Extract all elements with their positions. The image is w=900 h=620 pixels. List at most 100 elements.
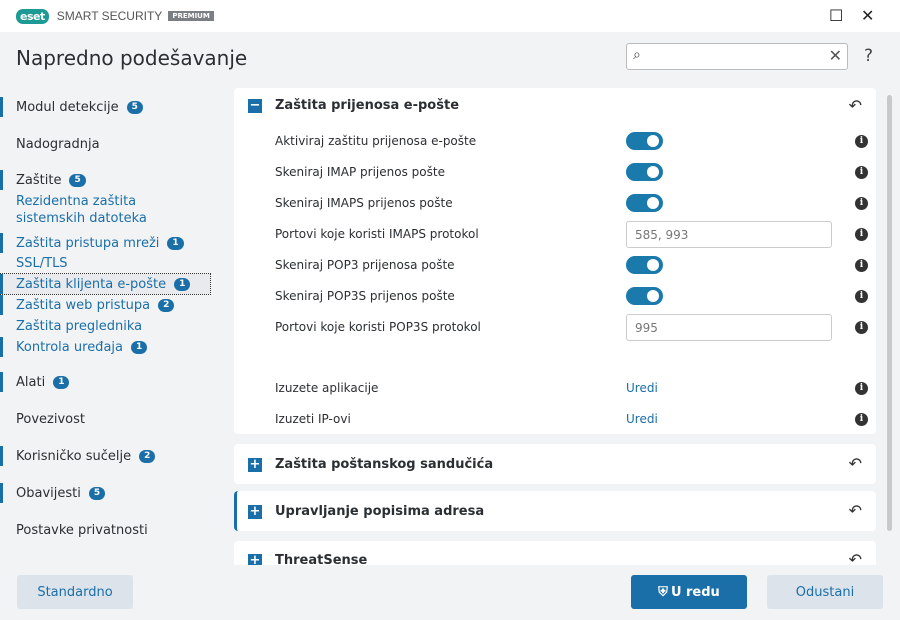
info-icon[interactable]: i [855, 412, 868, 426]
close-button[interactable]: ✕ [861, 6, 875, 25]
sidebar-item[interactable]: Zaštita preglednika [0, 316, 210, 336]
default-button[interactable]: Standardno [17, 575, 133, 609]
sidebar-item-label: Zaštita web pristupa [16, 297, 151, 313]
setting-row: Aktiviraj zaštitu prijenosa e-pošte i [275, 129, 868, 153]
sidebar-item-label: SSL/TLS [16, 255, 68, 271]
setting-row: Skeniraj POP3S prijenos pošte i [275, 284, 868, 308]
section-header[interactable]: + Upravljanje popisima adresa [248, 504, 484, 519]
section-title: Upravljanje popisima adresa [275, 504, 485, 519]
maximize-button[interactable]: ☐ [829, 6, 844, 25]
sidebar-item-label: Povezivost [16, 411, 85, 427]
toggle-switch[interactable] [626, 132, 663, 150]
sidebar-item[interactable]: Zaštita klijenta e-pošte 1 [0, 273, 211, 295]
setting-label: Aktiviraj zaštitu prijenosa e-pošte [275, 134, 477, 148]
section-title: Zaštita prijenosa e-pošte [275, 98, 460, 113]
setting-label: Portovi koje koristi POP3S protokol [275, 320, 481, 334]
setting-label: Skeniraj IMAP prijenos pošte [275, 165, 445, 179]
search-input[interactable]: ⌕ ✕ [626, 43, 848, 70]
sidebar-item[interactable]: Nadogradnja [0, 134, 210, 154]
info-icon[interactable]: i [855, 165, 868, 179]
clear-icon[interactable]: ✕ [828, 46, 842, 65]
toggle-switch[interactable] [626, 163, 663, 181]
footer: Standardno ⛨ U redu Odustani [0, 565, 900, 620]
setting-label: Skeniraj IMAPS prijenos pošte [275, 196, 453, 210]
toggle-switch[interactable] [626, 194, 663, 212]
section-header[interactable]: + Zaštita poštanskog sandučića [248, 457, 493, 472]
toggle-switch[interactable] [626, 256, 663, 274]
sidebar-item-label: Zaštita preglednika [16, 318, 143, 334]
section-header[interactable]: − Zaštita prijenosa e-pošte [248, 98, 459, 113]
search-icon: ⌕ [633, 47, 641, 63]
sidebar-item[interactable]: Postavke privatnosti [0, 520, 210, 540]
sidebar-item[interactable]: Zaštite 5 [0, 170, 210, 190]
collapse-icon[interactable]: − [248, 97, 262, 113]
edit-link[interactable]: Uredi [626, 381, 658, 395]
section-header[interactable]: + ThreatSense [248, 553, 367, 565]
count-badge: 5 [126, 100, 143, 114]
sidebar-item[interactable]: Modul detekcije 5 [0, 97, 210, 117]
undo-icon[interactable]: ↶ [848, 96, 862, 115]
section-email-transport: − Zaštita prijenosa e-pošte ↶ Aktiviraj z… [234, 88, 876, 434]
section-address-lists: + Upravljanje popisima adresa ↶ [234, 491, 876, 531]
sidebar-item[interactable]: Rezidentna zaštita sistemskih datoteka [0, 192, 210, 228]
ports-input[interactable]: 995 [626, 313, 832, 341]
sidebar-item-label: Obavijesti [16, 485, 81, 501]
sidebar-item-label: Zaštita klijenta e-pošte [16, 276, 167, 292]
sidebar-item[interactable]: Alati 1 [0, 372, 210, 392]
expand-icon[interactable]: + [248, 456, 262, 472]
sidebar-item[interactable]: SSL/TLS [0, 253, 210, 273]
undo-icon[interactable]: ↶ [848, 550, 862, 565]
sidebar-item[interactable]: Kontrola uređaja 1 [0, 337, 210, 357]
count-badge: 1 [130, 340, 148, 354]
undo-icon[interactable]: ↶ [848, 454, 862, 473]
cancel-button[interactable]: Odustani [767, 575, 883, 609]
count-badge: 1 [167, 236, 184, 250]
info-icon[interactable]: i [855, 381, 868, 395]
sidebar-item-label: Rezidentna zaštita sistemskih datoteka [16, 194, 147, 226]
setting-row: Skeniraj IMAP prijenos pošte i [275, 160, 868, 184]
info-icon[interactable]: i [855, 196, 868, 210]
expand-icon[interactable]: + [248, 553, 262, 565]
ok-button[interactable]: ⛨ U redu [631, 575, 747, 609]
info-icon[interactable]: i [855, 289, 868, 303]
count-badge: 2 [158, 298, 175, 312]
sidebar-item[interactable]: Zaštita web pristupa 2 [0, 295, 210, 315]
scrollbar[interactable] [887, 95, 892, 531]
count-badge: 5 [88, 486, 106, 500]
section-title: Zaštita poštanskog sandučića [275, 457, 494, 472]
ports-input[interactable]: 585, 993 [626, 220, 832, 248]
section-mailbox: + Zaštita poštanskog sandučića ↶ [234, 444, 876, 484]
setting-label: Portovi koje koristi IMAPS protokol [275, 227, 479, 241]
sidebar-item-label: Postavke privatnosti [16, 522, 148, 538]
help-button[interactable]: ? [864, 46, 874, 66]
sidebar-item-label: Kontrola uređaja [16, 339, 123, 355]
ok-label: U redu [670, 584, 720, 600]
setting-row: Skeniraj IMAPS prijenos pošte i [275, 191, 868, 215]
setting-row: Portovi koje koristi IMAPS protokol 585, … [275, 220, 868, 248]
setting-row: Portovi koje koristi POP3S protokol 995 i [275, 313, 868, 341]
sidebar-item-label: Korisničko sučelje [16, 448, 132, 464]
sidebar-item[interactable]: Korisničko sučelje 2 [0, 446, 210, 466]
sidebar-item[interactable]: Povezivost [0, 409, 210, 429]
section-title: ThreatSense [275, 553, 368, 565]
section-threatsense: + ThreatSense ↶ [234, 541, 876, 565]
count-badge: 1 [53, 375, 70, 389]
edit-link[interactable]: Uredi [626, 412, 658, 426]
toggle-switch[interactable] [626, 287, 663, 305]
edition-badge: PREMIUM [168, 11, 214, 21]
info-icon[interactable]: i [855, 320, 868, 334]
undo-icon[interactable]: ↶ [848, 501, 862, 520]
setting-label: Skeniraj POP3 prijenosa pošte [275, 258, 455, 272]
sidebar-item[interactable]: Obavijesti 5 [0, 483, 210, 503]
sidebar-item-label: Nadogradnja [16, 136, 100, 152]
expand-icon[interactable]: + [248, 503, 262, 519]
shield-icon: ⛨ [658, 584, 668, 600]
count-badge: 5 [69, 173, 86, 187]
sidebar-item[interactable]: Zaštita pristupa mreži 1 [0, 233, 210, 253]
info-icon[interactable]: i [855, 134, 868, 148]
sidebar-item-label: Zaštite [16, 172, 62, 188]
setting-row: Izuzete aplikacije Uredi i [275, 376, 868, 400]
info-icon[interactable]: i [855, 258, 868, 272]
info-icon[interactable]: i [855, 227, 868, 241]
setting-row: Skeniraj POP3 prijenosa pošte i [275, 253, 868, 277]
